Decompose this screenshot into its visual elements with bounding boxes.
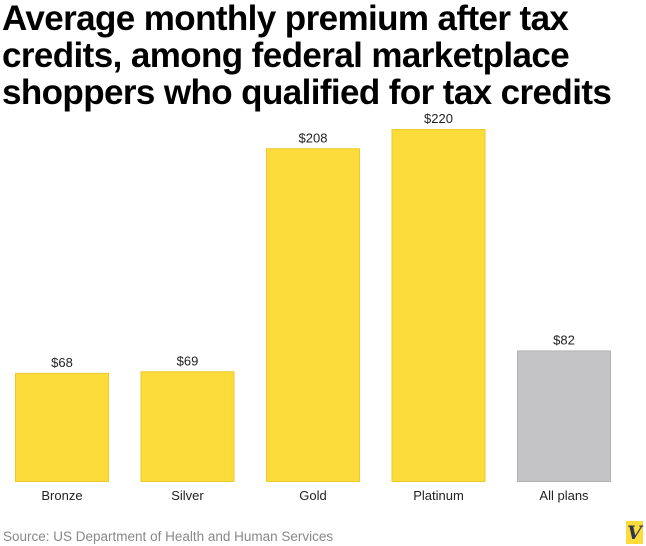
- bar-chart: $68 Bronze $69 Silver $208 Gold $220 Platinum $8…: [15, 111, 611, 503]
- data-label: $208: [299, 130, 328, 145]
- chart-title: Average monthly premium after tax credit…: [2, 0, 612, 112]
- bar-bronze: [15, 372, 109, 482]
- bar-gold: [266, 148, 360, 482]
- bar-platinum: [391, 129, 486, 482]
- data-label: $82: [553, 332, 575, 347]
- x-tick-label: Silver: [171, 488, 204, 503]
- data-label: $68: [51, 355, 73, 370]
- data-label: $220: [424, 111, 453, 126]
- data-label: $69: [177, 353, 199, 368]
- source-note: Source: US Department of Health and Huma…: [3, 529, 334, 544]
- x-tick-label: Gold: [299, 488, 326, 503]
- vox-logo: V: [626, 521, 643, 544]
- x-tick-label: Bronze: [41, 488, 82, 503]
- bar-all-plans: [517, 350, 611, 482]
- bar-silver: [140, 371, 235, 483]
- x-tick-label: All plans: [539, 488, 589, 503]
- x-tick-label: Platinum: [413, 488, 464, 503]
